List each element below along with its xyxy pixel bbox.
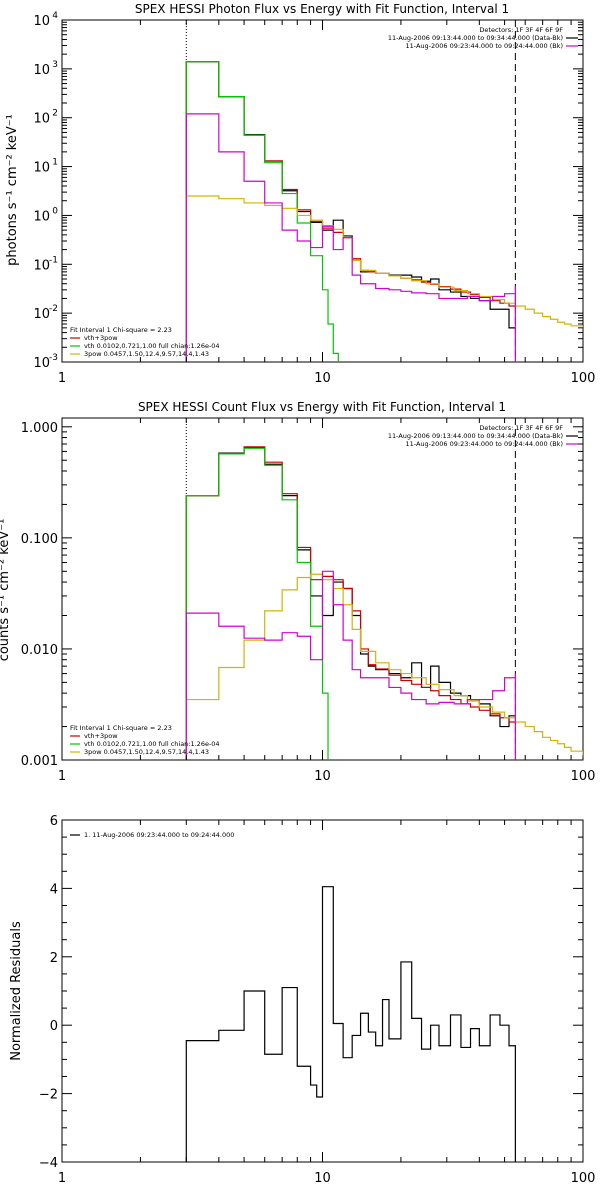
- count-flux-panel: SPEX HESSI Count Flux vs Energy with Fit…: [0, 400, 596, 784]
- photon-flux-series-group: [185, 20, 583, 362]
- photon-flux-y-tick-exponent: 4: [52, 11, 58, 21]
- photon-flux-y-tick-exponent: 1: [52, 158, 58, 168]
- count-flux-series-vth: [185, 447, 329, 760]
- photon-flux-series-data: [185, 61, 516, 362]
- photon-flux-series-total: [185, 61, 516, 362]
- y-tick-base: 10: [33, 209, 50, 224]
- photon-flux-y-tick-label: 10: [33, 63, 50, 78]
- photon-flux-y-tick-exponent: -1: [49, 255, 58, 265]
- count-flux-y-axis-label: counts s⁻¹ cm⁻² keV⁻¹: [0, 519, 12, 662]
- count-flux-legend-bottom-left-text: vth+3pow: [84, 732, 118, 740]
- count-flux-series-pow: [185, 573, 583, 760]
- y-tick-base: 10: [33, 161, 50, 176]
- photon-flux-series-vth: [185, 61, 339, 362]
- photon-flux-y-tick-exponent: -3: [49, 353, 58, 363]
- photon-flux-y-tick-exponent: 0: [52, 206, 58, 216]
- photon-flux-series-bk: [185, 113, 516, 362]
- photon-flux-y-tick-label: 10: [33, 112, 50, 127]
- count-flux-legend-bottom-left-text: Fit Interval 1 Chi-square = 2.23: [70, 724, 172, 732]
- photon-flux-y-tick-label: 10: [33, 209, 50, 224]
- residuals-panel: Normalized Residuals 1 10 100 −4 −2 0 2 4 6 1. 11…: [9, 814, 595, 1186]
- count-flux-legend-bottom-left-text: vth 0.0102,0.721,1.00 full chian:1.26e-0…: [84, 740, 220, 748]
- photon-flux-legend-bottom-left-text: Fit Interval 1 Chi-square = 2.23: [70, 326, 172, 334]
- residuals-x-tick-label: 100: [571, 1171, 596, 1186]
- residuals-y-tick-label: 4: [50, 882, 58, 897]
- count-flux-y-tick-label: 1.000: [21, 421, 58, 436]
- y-tick-base: 10: [33, 112, 50, 127]
- photon-flux-y-tick-label: 10: [33, 356, 50, 371]
- photon-flux-y-tick-exponent: 2: [52, 109, 58, 119]
- count-flux-title: SPEX HESSI Count Flux vs Energy with Fit…: [138, 400, 506, 414]
- residuals-y-tick-label: −4: [39, 1156, 58, 1171]
- photon-flux-panel: SPEX HESSI Photon Flux vs Energy with Fi…: [5, 2, 596, 386]
- photon-flux-legend-top-right-text: Detectors: 1F 3F 4F 6F 9F: [479, 26, 563, 34]
- count-flux-x-tick-label: 1: [58, 769, 66, 784]
- residuals-x-tick-label: 10: [314, 1171, 331, 1186]
- photon-flux-legend-bottom-left-text: vth+3pow: [84, 334, 118, 342]
- photon-flux-legend-top-right-text: 11-Aug-2006 09:13:44.000 to 09:34:44.000…: [388, 34, 563, 42]
- photon-flux-y-tick-label: 10: [33, 161, 50, 176]
- residuals-y-tick-label: 6: [50, 814, 58, 829]
- count-flux-x-tick-label: 100: [571, 769, 596, 784]
- residuals-y-tick-label: −2: [39, 1088, 58, 1103]
- residuals-series-resid: [185, 886, 516, 1162]
- count-flux-y-tick-label: 0.001: [21, 754, 58, 769]
- photon-flux-y-tick-exponent: 3: [52, 60, 58, 70]
- residuals-legend-text: 1. 11-Aug-2006 09:23:44.000 to 09:24:44.…: [84, 831, 234, 839]
- residuals-y-tick-label: 0: [50, 1019, 58, 1034]
- photon-flux-y-tick-exponent: -2: [49, 304, 58, 314]
- count-flux-legend-top-right-text: 11-Aug-2006 09:23:44.000 to 09:24:44.000…: [406, 440, 563, 448]
- residuals-series-group: [185, 886, 516, 1162]
- count-flux-series-bk: [185, 570, 516, 760]
- count-flux-legend-top-right-text: 11-Aug-2006 09:13:44.000 to 09:34:44.000…: [388, 432, 563, 440]
- count-flux-legend-top-right-text: Detectors: 1F 3F 4F 6F 9F: [479, 424, 563, 432]
- count-flux-series-group: [185, 418, 583, 760]
- y-tick-base: 10: [33, 356, 50, 371]
- photon-flux-x-tick-label: 100: [571, 371, 596, 386]
- photon-flux-x-tick-label: 1: [58, 371, 66, 386]
- y-tick-base: 10: [33, 14, 50, 29]
- photon-flux-plot-area: [61, 19, 584, 363]
- photon-flux-y-tick-label: 10: [33, 258, 50, 273]
- photon-flux-y-tick-label: 10: [33, 307, 50, 322]
- count-flux-series-total: [185, 446, 516, 760]
- photon-flux-y-axis-label: photons s⁻¹ cm⁻² keV⁻¹: [5, 114, 20, 266]
- count-flux-legend-bottom-left-text: 3pow 0.0457,1.50,12.4,9.57,14.4,1.43: [84, 748, 209, 756]
- photon-flux-title: SPEX HESSI Photon Flux vs Energy with Fi…: [135, 2, 509, 16]
- photon-flux-legend-bottom-left-text: vth 0.0102,0.721,1.00 full chian:1.26e-0…: [84, 342, 220, 350]
- y-tick-base: 10: [33, 63, 50, 78]
- count-flux-x-tick-label: 10: [314, 769, 331, 784]
- photon-flux-legend-bottom-left-text: 3pow 0.0457,1.50,12.4,9.57,14.4,1.43: [84, 350, 209, 358]
- photon-flux-x-tick-label: 10: [314, 371, 331, 386]
- photon-flux-y-tick-label: 10: [33, 14, 50, 29]
- residuals-y-axis-label: Normalized Residuals: [9, 921, 24, 1061]
- residuals-x-tick-label: 1: [58, 1171, 66, 1186]
- count-flux-y-tick-label: 0.010: [21, 643, 58, 658]
- count-flux-series-data: [185, 446, 516, 760]
- residuals-y-tick-label: 2: [50, 951, 58, 966]
- y-tick-base: 10: [33, 307, 50, 322]
- count-flux-y-tick-label: 0.100: [21, 532, 58, 547]
- y-tick-base: 10: [33, 258, 50, 273]
- photon-flux-series-pow: [185, 195, 583, 362]
- photon-flux-legend-top-right-text: 11-Aug-2006 09:23:44.000 to 09:24:44.000…: [406, 42, 563, 50]
